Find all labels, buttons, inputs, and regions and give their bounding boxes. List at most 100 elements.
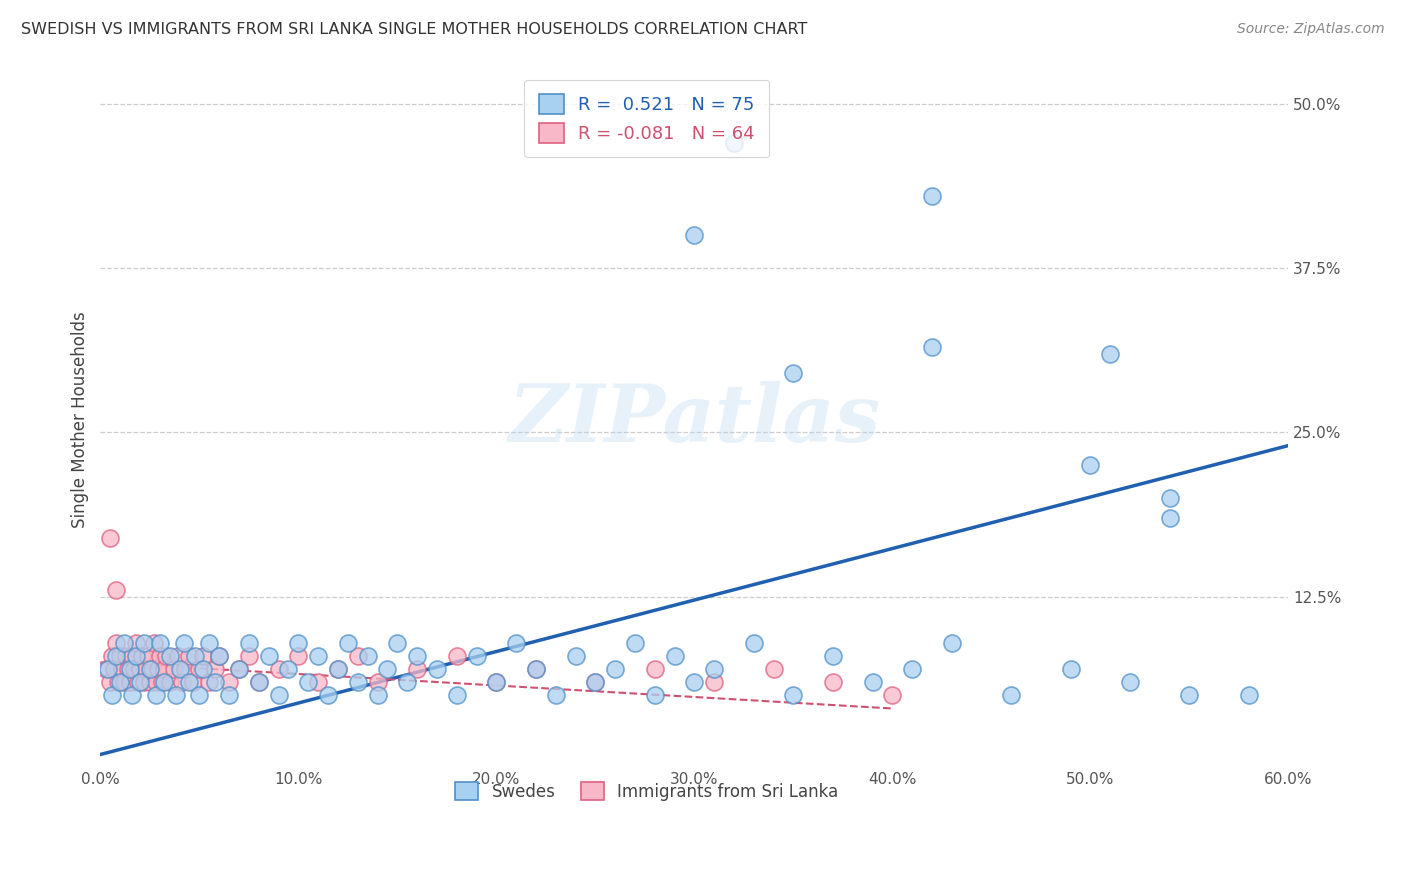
Point <box>485 675 508 690</box>
Point <box>287 648 309 663</box>
Point <box>183 675 205 690</box>
Point <box>406 662 429 676</box>
Point <box>644 689 666 703</box>
Point <box>121 648 143 663</box>
Point <box>723 136 745 151</box>
Point <box>125 648 148 663</box>
Point <box>505 636 527 650</box>
Point <box>96 662 118 676</box>
Point <box>122 662 145 676</box>
Point <box>921 340 943 354</box>
Point <box>198 636 221 650</box>
Point <box>307 648 329 663</box>
Point <box>129 662 152 676</box>
Point <box>564 648 586 663</box>
Point <box>544 689 567 703</box>
Point <box>921 188 943 202</box>
Point <box>1119 675 1142 690</box>
Point <box>111 662 134 676</box>
Point <box>103 662 125 676</box>
Point <box>112 636 135 650</box>
Point <box>377 662 399 676</box>
Point <box>1159 511 1181 525</box>
Point <box>1159 491 1181 505</box>
Point <box>108 648 131 663</box>
Point <box>188 662 211 676</box>
Point <box>821 675 844 690</box>
Point <box>1080 458 1102 473</box>
Point <box>101 648 124 663</box>
Point <box>150 675 173 690</box>
Point <box>326 662 349 676</box>
Legend: Swedes, Immigrants from Sri Lanka: Swedes, Immigrants from Sri Lanka <box>441 769 852 814</box>
Point <box>238 648 260 663</box>
Point <box>97 662 120 676</box>
Point <box>136 648 159 663</box>
Point <box>762 662 785 676</box>
Point <box>367 689 389 703</box>
Point <box>387 636 409 650</box>
Point <box>155 648 177 663</box>
Point <box>208 648 231 663</box>
Point <box>149 636 172 650</box>
Point <box>326 662 349 676</box>
Point <box>145 675 167 690</box>
Point <box>159 675 181 690</box>
Point <box>624 636 647 650</box>
Point <box>287 636 309 650</box>
Point <box>446 689 468 703</box>
Point <box>166 648 188 663</box>
Point <box>98 531 121 545</box>
Point <box>703 675 725 690</box>
Point <box>174 662 197 676</box>
Point <box>297 675 319 690</box>
Point <box>267 662 290 676</box>
Point <box>105 648 128 663</box>
Point <box>703 662 725 676</box>
Point <box>179 675 201 690</box>
Point <box>277 662 299 676</box>
Point <box>336 636 359 650</box>
Point <box>1059 662 1081 676</box>
Point <box>146 662 169 676</box>
Point <box>101 689 124 703</box>
Point <box>821 648 844 663</box>
Point <box>139 675 162 690</box>
Point <box>135 662 157 676</box>
Point <box>683 228 706 243</box>
Point <box>1178 689 1201 703</box>
Point <box>198 675 221 690</box>
Point <box>118 675 141 690</box>
Point <box>782 366 804 380</box>
Point <box>169 662 191 676</box>
Point <box>208 648 231 663</box>
Point <box>204 675 226 690</box>
Point <box>115 648 138 663</box>
Point <box>367 675 389 690</box>
Point <box>485 675 508 690</box>
Point <box>396 675 419 690</box>
Y-axis label: Single Mother Households: Single Mother Households <box>72 311 89 528</box>
Point <box>683 675 706 690</box>
Point <box>465 648 488 663</box>
Point <box>118 662 141 676</box>
Point <box>131 648 153 663</box>
Point <box>228 662 250 676</box>
Point <box>117 662 139 676</box>
Point <box>583 675 606 690</box>
Point <box>356 648 378 663</box>
Point <box>127 675 149 690</box>
Point <box>446 648 468 663</box>
Point <box>426 662 449 676</box>
Point <box>218 675 240 690</box>
Point <box>1099 346 1122 360</box>
Point <box>152 662 174 676</box>
Text: Source: ZipAtlas.com: Source: ZipAtlas.com <box>1237 22 1385 37</box>
Point <box>238 636 260 650</box>
Point <box>162 662 184 676</box>
Point <box>247 675 270 690</box>
Point <box>108 675 131 690</box>
Point <box>129 675 152 690</box>
Point <box>165 689 187 703</box>
Point <box>605 662 627 676</box>
